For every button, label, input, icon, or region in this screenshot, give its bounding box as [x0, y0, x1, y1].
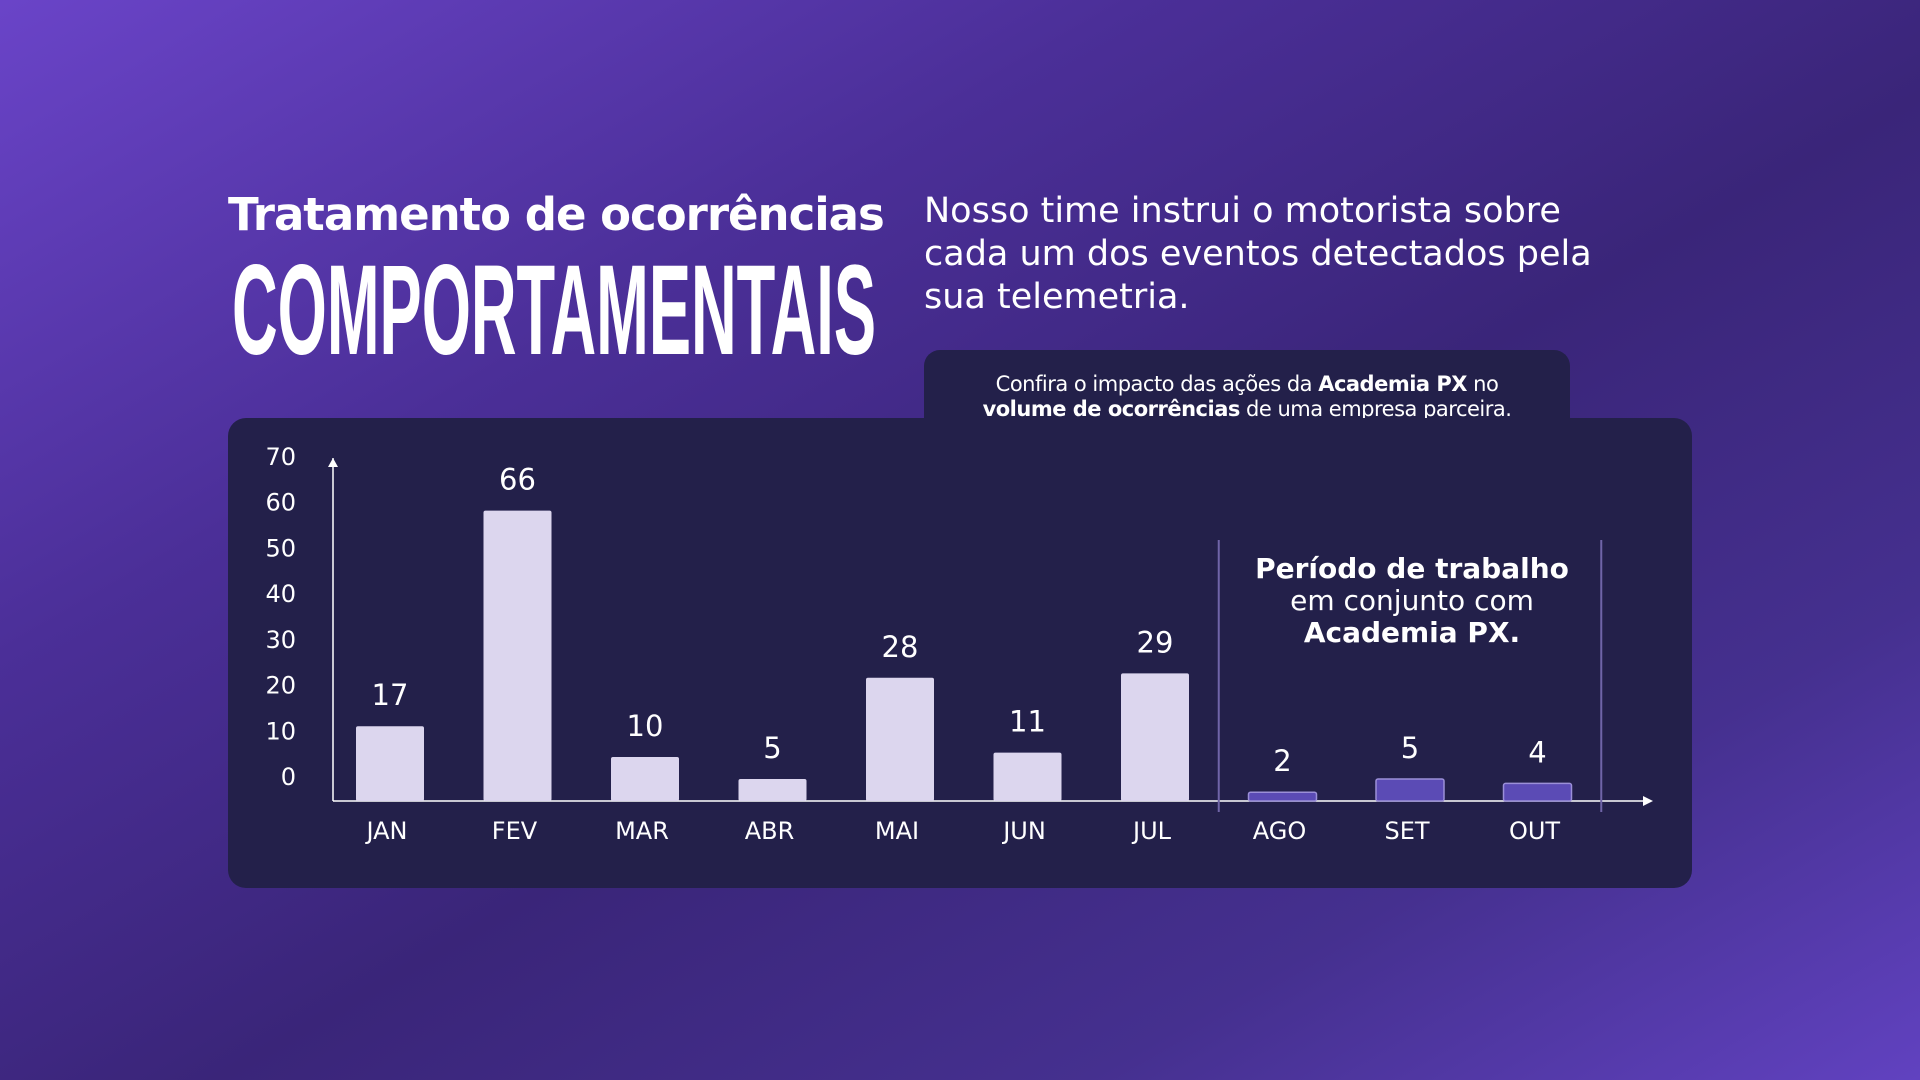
period-line-1: Período de trabalho [1255, 552, 1569, 585]
bar-out [1502, 782, 1573, 802]
data-label-ago: 2 [1273, 744, 1291, 778]
y-tick-label: 20 [265, 672, 296, 700]
y-tick-label: 30 [265, 626, 296, 654]
title-line-1: Tratamento de ocorrências [228, 188, 885, 241]
caption-brand: Academia PX [1318, 372, 1467, 396]
x-tick-label-out: OUT [1509, 817, 1560, 845]
period-line-2: em conjunto com [1290, 584, 1534, 617]
caption-part-3: no [1466, 372, 1499, 396]
caption-text: Confira o impacto das ações da Academia … [924, 372, 1570, 422]
bar-jun [993, 752, 1062, 801]
caption-highlight: volume de ocorrências [982, 397, 1241, 421]
y-tick-label: 40 [265, 580, 296, 608]
bar-abr [738, 779, 807, 801]
data-label-jan: 17 [372, 678, 409, 712]
y-tick-label: 10 [265, 717, 296, 745]
y-tick-label: 60 [265, 489, 296, 517]
intro-text: Nosso time instrui o motorista sobre cad… [924, 191, 1592, 317]
bar-jan [356, 726, 424, 801]
y-axis-arrow [328, 458, 338, 467]
bar-ago [1247, 791, 1318, 802]
data-label-jun: 11 [1009, 705, 1046, 739]
title-line-2-text: COMPORTAMENTAIS [232, 239, 876, 370]
data-label-jul: 29 [1137, 625, 1174, 659]
data-label-mar: 10 [627, 709, 664, 743]
x-tick-label-mar: MAR [615, 817, 669, 845]
bar-mar [611, 757, 679, 801]
y-tick-label: 70 [265, 443, 296, 471]
y-tick-label: 0 [281, 763, 296, 791]
title-line-2: COMPORTAMENTAIS [232, 230, 880, 370]
data-label-set: 5 [1401, 731, 1419, 765]
x-tick-label-ago: AGO [1253, 817, 1306, 845]
y-tick-label: 50 [265, 534, 296, 562]
bar-fev [483, 510, 552, 801]
bar-mai [866, 677, 934, 801]
period-line-3: Academia PX. [1303, 616, 1521, 649]
x-tick-label-jul: JUL [1131, 817, 1172, 845]
data-label-mai: 28 [882, 630, 919, 664]
data-label-abr: 5 [763, 731, 781, 765]
caption-part-1: Confira o impacto das ações da [995, 372, 1319, 396]
caption-tab [924, 350, 1570, 430]
period-annotation: Período de trabalho em conjunto com Acad… [1226, 553, 1598, 649]
data-label-out: 4 [1528, 735, 1546, 769]
bar-jul [1121, 673, 1189, 801]
x-tick-label-fev: FEV [492, 817, 538, 845]
bar-set [1375, 778, 1445, 802]
x-tick-label-jun: JUN [1001, 817, 1046, 845]
chart-panel [228, 418, 1692, 888]
caption-part-5: de uma empresa parceira. [1239, 397, 1512, 421]
x-tick-label-set: SET [1384, 817, 1429, 845]
x-tick-label-abr: ABR [745, 817, 795, 845]
data-label-fev: 66 [499, 463, 536, 497]
x-tick-label-mai: MAI [875, 817, 919, 845]
x-axis-arrow [1643, 796, 1653, 806]
x-tick-label-jan: JAN [364, 817, 407, 845]
